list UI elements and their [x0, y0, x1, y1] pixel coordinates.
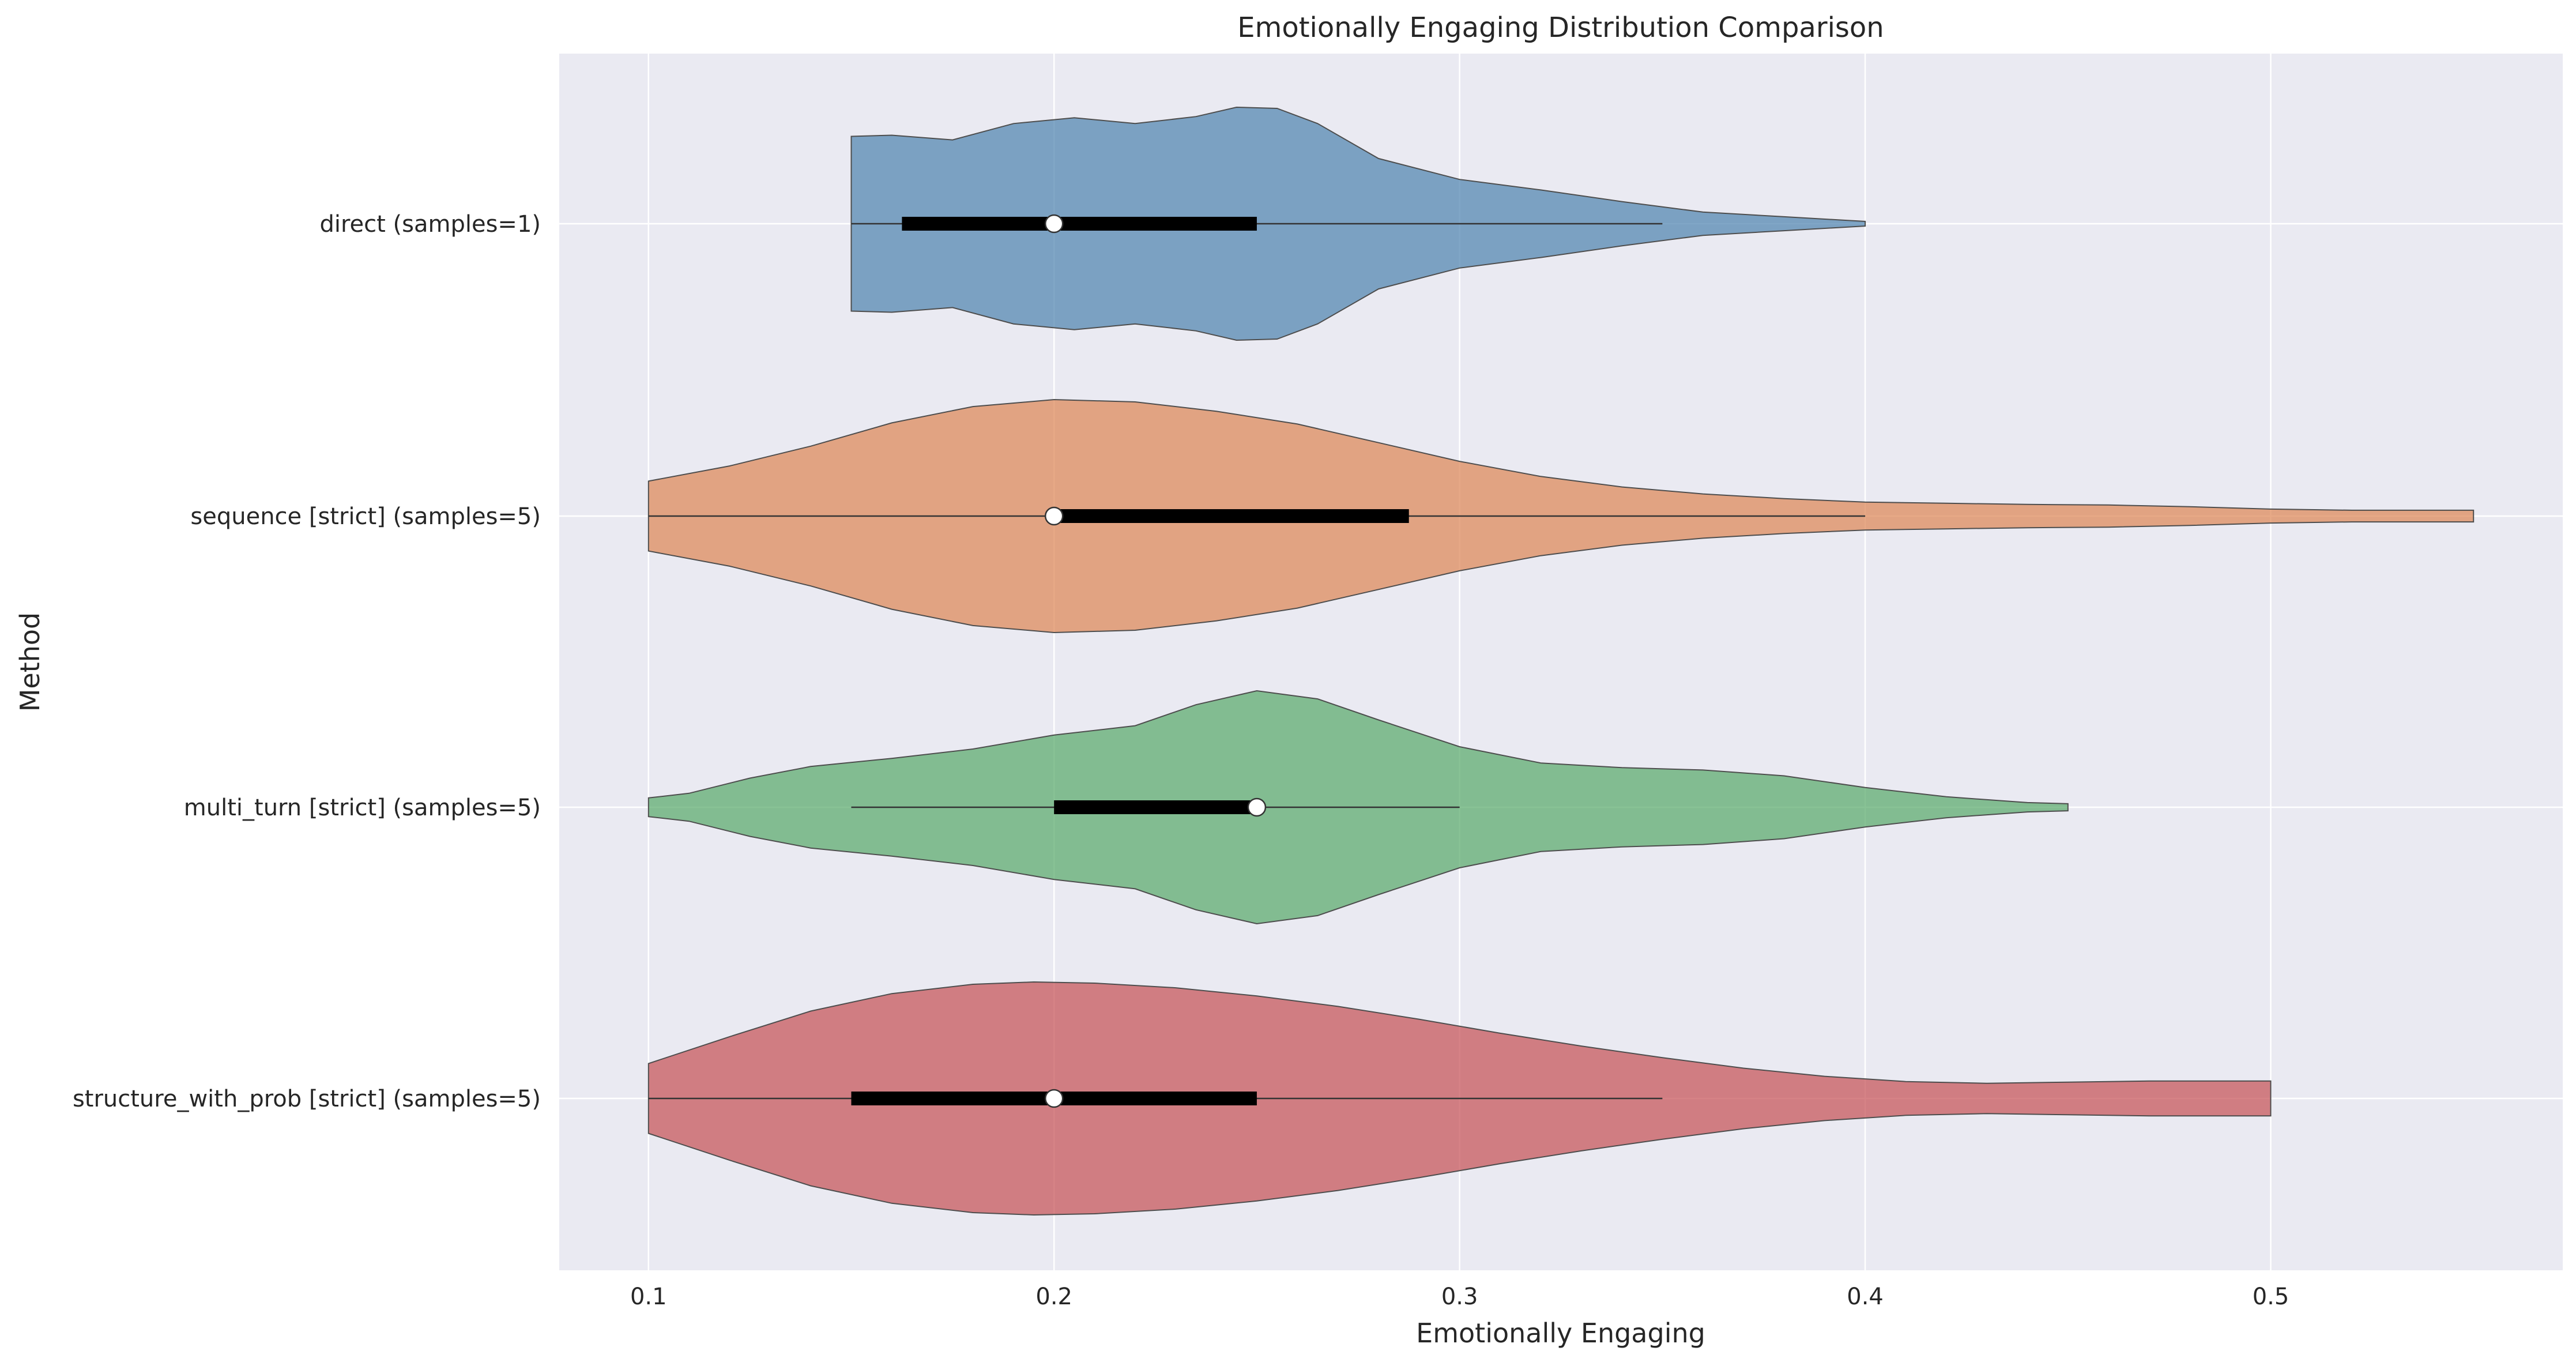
iqr-box-1	[1054, 509, 1409, 523]
x-axis-title: Emotionally Engaging	[1416, 1318, 1705, 1349]
x-tick-label-1: 0.2	[1035, 1284, 1072, 1310]
y-tick-label-0: direct (samples=1)	[319, 211, 541, 238]
y-tick-label-2: multi_turn [strict] (samples=5)	[184, 795, 541, 821]
median-marker-1	[1044, 506, 1064, 526]
y-tick-labels: direct (samples=1) sequence [strict] (sam…	[73, 211, 541, 1112]
box-plots	[648, 214, 1866, 1108]
iqr-box-2	[1054, 800, 1257, 814]
iqr-box-0	[902, 217, 1257, 231]
median-marker-0	[1044, 214, 1064, 234]
y-axis-title: Method	[14, 612, 46, 712]
x-tick-label-3: 0.4	[1847, 1284, 1884, 1310]
x-tick-label-4: 0.5	[2253, 1284, 2289, 1310]
x-tick-label-2: 0.3	[1441, 1284, 1478, 1310]
x-tick-label-0: 0.1	[630, 1284, 667, 1310]
x-tick-labels: 0.1 0.2 0.3 0.4 0.5	[630, 1284, 2289, 1310]
chart-title: Emotionally Engaging Distribution Compar…	[1237, 12, 1884, 44]
median-marker-2	[1247, 797, 1267, 817]
y-tick-label-1: sequence [strict] (samples=5)	[190, 503, 541, 530]
y-tick-label-3: structure_with_prob [strict] (samples=5)	[73, 1086, 541, 1112]
median-marker-3	[1044, 1089, 1064, 1108]
